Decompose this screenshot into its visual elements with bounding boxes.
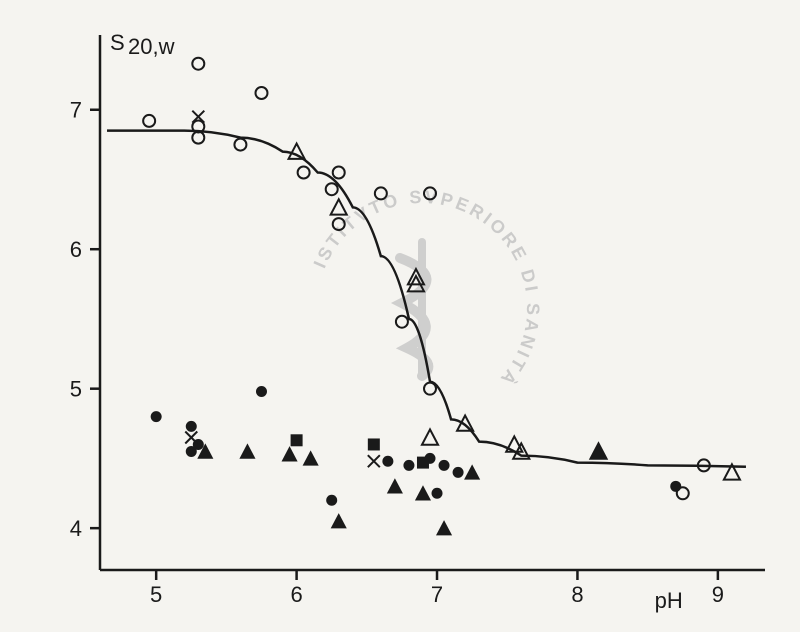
svg-text:S: S xyxy=(110,30,125,55)
x-tick-label: 6 xyxy=(290,582,302,607)
x-tick-label: 7 xyxy=(431,582,443,607)
series-filled-circle xyxy=(151,386,682,506)
y-tick-label: 4 xyxy=(70,516,82,541)
y-axis-label: S20,w xyxy=(110,30,175,59)
series-cross xyxy=(185,111,380,468)
y-tick-label: 6 xyxy=(70,237,82,262)
y-tick-label: 5 xyxy=(70,377,82,402)
x-tick-label: 5 xyxy=(150,582,162,607)
svg-text:20,w: 20,w xyxy=(128,34,175,59)
fitted-curve xyxy=(107,131,746,467)
series-open-triangle xyxy=(289,144,740,480)
x-axis-label: pH xyxy=(655,588,683,613)
x-tick-label: 8 xyxy=(571,582,583,607)
x-tick-label: 9 xyxy=(712,582,724,607)
y-tick-label: 7 xyxy=(70,98,82,123)
scatter-chart: ISTITVTO SVPERIORE DI SANITÀ567894567S20… xyxy=(0,0,800,632)
